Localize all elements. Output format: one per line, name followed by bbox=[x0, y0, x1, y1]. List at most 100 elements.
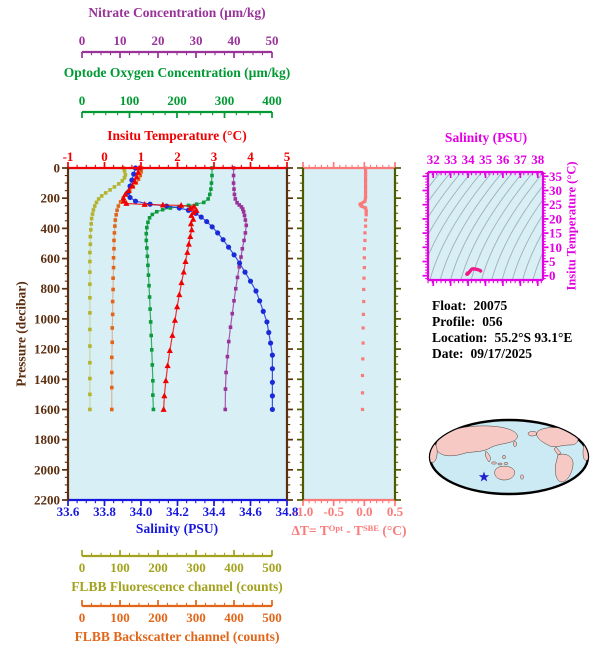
svg-text:0: 0 bbox=[79, 610, 86, 625]
svg-text:1000: 1000 bbox=[34, 311, 60, 326]
location-value: 55.2°S 93.1°E bbox=[494, 330, 573, 345]
ts-salinity-axis-title: Salinity (PSU) bbox=[444, 130, 528, 145]
ts-curve bbox=[465, 267, 483, 276]
svg-text:4: 4 bbox=[247, 149, 254, 164]
temperature-axis-title: Insitu Temperature (°C) bbox=[107, 128, 247, 143]
map-greenland bbox=[564, 420, 576, 428]
delta-t-axis-title: ΔT= TOpt - TSBE (°C) bbox=[291, 521, 406, 538]
profile-number-row: Profile: 056 bbox=[432, 314, 572, 330]
pressure-axis-title: Pressure (decibar) bbox=[13, 281, 29, 387]
profile-number-label: Profile: bbox=[432, 314, 476, 329]
map-australia bbox=[494, 465, 515, 481]
svg-text:37: 37 bbox=[514, 152, 528, 167]
svg-text:2000: 2000 bbox=[34, 462, 60, 477]
svg-text:0: 0 bbox=[101, 149, 108, 164]
svg-text:33.6: 33.6 bbox=[57, 504, 80, 519]
svg-text:400: 400 bbox=[224, 560, 244, 575]
svg-text:-1: -1 bbox=[63, 149, 74, 164]
world-map bbox=[428, 418, 590, 496]
svg-text:0: 0 bbox=[549, 268, 556, 283]
float-location-star bbox=[478, 471, 490, 482]
profile-series-fluorescence bbox=[88, 166, 128, 412]
svg-text:35: 35 bbox=[549, 169, 563, 184]
date-label: Date: bbox=[432, 346, 464, 361]
map-south-america bbox=[554, 453, 574, 483]
svg-text:35: 35 bbox=[479, 152, 493, 167]
map-new-zealand bbox=[520, 474, 524, 480]
svg-text:20: 20 bbox=[549, 211, 562, 226]
svg-text:34.4: 34.4 bbox=[203, 504, 226, 519]
date-value: 09/17/2025 bbox=[470, 346, 532, 361]
map-philippines bbox=[502, 454, 506, 460]
profile-number-value: 056 bbox=[482, 314, 503, 329]
svg-text:1: 1 bbox=[138, 149, 145, 164]
location-row: Location: 55.2°S 93.1°E bbox=[432, 330, 572, 346]
location-label: Location: bbox=[432, 330, 488, 345]
float-id-label: Float: bbox=[432, 298, 467, 313]
svg-text:0: 0 bbox=[79, 33, 86, 48]
svg-text:38: 38 bbox=[531, 152, 545, 167]
map-indonesia-3 bbox=[503, 462, 509, 465]
svg-text:15: 15 bbox=[549, 226, 563, 241]
svg-text:100: 100 bbox=[110, 560, 130, 575]
delta-t-title-sup-sbe: SBE bbox=[362, 523, 380, 533]
float-id-value: 20075 bbox=[473, 298, 508, 313]
svg-text:0.0: 0.0 bbox=[356, 504, 372, 519]
svg-text:100: 100 bbox=[120, 93, 140, 108]
axes: 0 10 20 30 40 500 100 200 300 400-1 0 1 2 3 4 533.6 33.8… bbox=[34, 33, 404, 625]
svg-text:5: 5 bbox=[549, 254, 556, 269]
map-indonesia-1 bbox=[491, 461, 497, 465]
svg-text:5: 5 bbox=[284, 149, 291, 164]
svg-text:300: 300 bbox=[186, 610, 206, 625]
ts-isopycnal-contours bbox=[429, 173, 542, 279]
delta-t-title-mid: - T bbox=[342, 523, 363, 538]
svg-text:200: 200 bbox=[167, 93, 187, 108]
svg-text:2200: 2200 bbox=[34, 493, 60, 508]
svg-text:200: 200 bbox=[41, 191, 61, 206]
delta-t-title-post: (°C) bbox=[379, 523, 407, 538]
svg-text:34.0: 34.0 bbox=[130, 504, 153, 519]
svg-text:30: 30 bbox=[190, 33, 203, 48]
svg-text:400: 400 bbox=[262, 93, 282, 108]
svg-text:34: 34 bbox=[462, 152, 476, 167]
float-id-row: Float: 20075 bbox=[432, 298, 572, 314]
map-se-asia bbox=[485, 450, 491, 463]
svg-text:33.8: 33.8 bbox=[93, 504, 116, 519]
svg-text:30: 30 bbox=[549, 183, 562, 198]
salinity-axis-title: Salinity (PSU) bbox=[135, 521, 219, 536]
svg-text:34.2: 34.2 bbox=[166, 504, 189, 519]
backscatter-axis-title: FLBB Backscatter channel (counts) bbox=[74, 629, 280, 644]
svg-text:36: 36 bbox=[496, 152, 510, 167]
svg-text:500: 500 bbox=[262, 610, 282, 625]
svg-text:33: 33 bbox=[444, 152, 458, 167]
svg-text:3: 3 bbox=[211, 149, 218, 164]
map-eurasia bbox=[435, 425, 518, 457]
svg-text:1800: 1800 bbox=[34, 432, 60, 447]
svg-text:32: 32 bbox=[427, 152, 440, 167]
svg-text:-0.5: -0.5 bbox=[323, 504, 344, 519]
svg-text:40: 40 bbox=[228, 33, 241, 48]
svg-text:10: 10 bbox=[114, 33, 127, 48]
delta-t-title-pre: ΔT= T bbox=[291, 523, 329, 538]
svg-text:1200: 1200 bbox=[34, 342, 60, 357]
svg-text:34.6: 34.6 bbox=[239, 504, 262, 519]
ts-temperature-axis-title: Insitu Temperature (°C) bbox=[564, 161, 579, 291]
delta-t-series bbox=[358, 166, 368, 412]
svg-text:200: 200 bbox=[148, 560, 168, 575]
svg-text:34.8: 34.8 bbox=[276, 504, 299, 519]
svg-text:-1.0: -1.0 bbox=[293, 504, 314, 519]
svg-text:0: 0 bbox=[79, 560, 86, 575]
map-japan bbox=[513, 441, 517, 447]
svg-text:10: 10 bbox=[549, 240, 562, 255]
fluorescence-axis-title: FLBB Fluorescence channel (counts) bbox=[71, 579, 283, 594]
svg-text:500: 500 bbox=[262, 560, 282, 575]
float-info-block: Float: 20075 Profile: 056 Location: 55.2°S … bbox=[432, 298, 572, 362]
svg-text:100: 100 bbox=[110, 610, 130, 625]
svg-text:25: 25 bbox=[549, 197, 563, 212]
svg-text:20: 20 bbox=[152, 33, 165, 48]
svg-text:0: 0 bbox=[54, 161, 61, 176]
nitrate-axis-title: Nitrate Concentration (µm/kg) bbox=[88, 5, 266, 20]
map-alaska bbox=[527, 431, 537, 437]
